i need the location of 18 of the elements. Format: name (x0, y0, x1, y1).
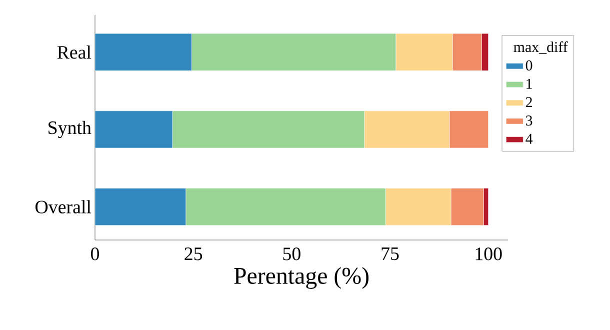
x-tick-label: 100 (476, 248, 502, 260)
y-tick-label: Real (57, 45, 92, 59)
y-tick-label: Synth (48, 120, 92, 138)
legend-label: 1 (526, 78, 532, 89)
y-tick-label: Overall (36, 200, 92, 214)
legend-label: 3 (526, 116, 532, 126)
x-axis-title: Perentage (%) (234, 267, 368, 289)
x-tick-label: 50 (283, 248, 300, 260)
bar (95, 33, 192, 71)
x-tick-label: 75 (382, 248, 399, 260)
legend-label: 2 (526, 97, 532, 108)
bar (95, 188, 186, 226)
legend-label: 4 (526, 134, 533, 144)
x-tick-label: 0 (90, 248, 100, 260)
legend-title: max_diff (514, 41, 568, 54)
bar (95, 110, 173, 148)
x-tick-label: 25 (184, 248, 202, 260)
legend-label: 0 (526, 60, 532, 70)
